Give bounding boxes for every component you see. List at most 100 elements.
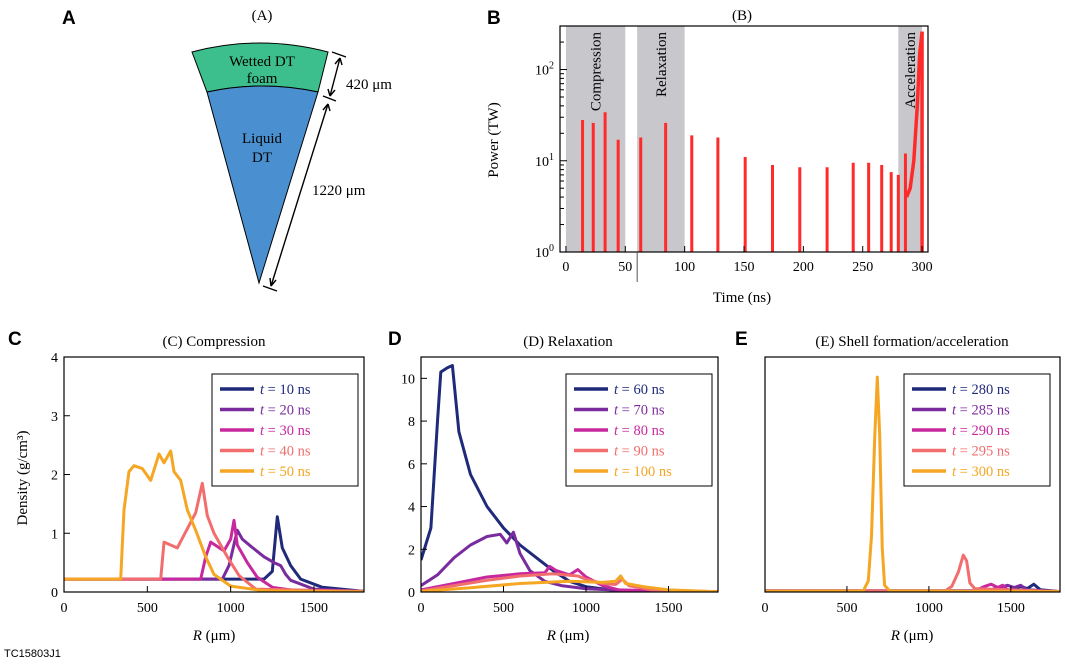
x-tick-label: 0 <box>61 601 68 616</box>
panel-b: (B) Compression Relaxation Acceleration 0 5… <box>486 8 933 306</box>
density-curve <box>64 449 364 592</box>
phase-band <box>565 26 626 252</box>
x-tick-label: 1000 <box>915 601 943 616</box>
y-tick-label: 6 <box>408 458 415 473</box>
pulse-spikes <box>581 31 924 252</box>
x-tick-label: 500 <box>137 601 158 616</box>
legend-label: t = 80 ns <box>614 423 665 439</box>
foam-label-line-2: foam <box>247 71 278 87</box>
panel-b-ylabel: Power (TW) <box>486 102 502 177</box>
y-tick-label: 100 <box>535 243 554 261</box>
legend-label: t = 30 ns <box>260 423 311 439</box>
panel-c-ylabel: Density (g/cm³) <box>15 431 31 526</box>
liquid-layer <box>206 85 319 285</box>
density-curve <box>421 564 718 592</box>
panel-letter-a: A <box>62 8 76 29</box>
y-tick-label: 2 <box>51 469 58 484</box>
phase-label: Relaxation <box>654 32 670 97</box>
phase-label: Compression <box>589 32 605 112</box>
panel-letter-c: C <box>8 329 22 350</box>
panel-letter-d: D <box>388 329 402 350</box>
legend-label: t = 10 ns <box>260 382 311 398</box>
x-tick-label: 0 <box>418 601 425 616</box>
x-tick-label: 1500 <box>300 601 328 616</box>
panel-a: (A) Wetted DT foam Liquid DT 420 μm 1220… <box>191 8 392 292</box>
plot-frame <box>420 356 719 593</box>
y-tick-label: 101 <box>535 152 554 170</box>
density-curve <box>421 364 718 592</box>
legend-label: t = 300 ns <box>952 464 1010 480</box>
x-tick-label: 1000 <box>572 601 600 616</box>
y-tick-label: 10 <box>401 372 415 387</box>
legend-label: t = 90 ns <box>614 444 665 460</box>
density-curve <box>64 481 364 592</box>
final-pulse <box>904 31 924 198</box>
legend-label: t = 295 ns <box>952 444 1010 460</box>
panel-d-title: (D) Relaxation <box>523 334 613 350</box>
legend-label: t = 100 ns <box>614 464 672 480</box>
plot-area <box>64 449 364 592</box>
legend-label: t = 50 ns <box>260 464 311 480</box>
x-tick-label: 300 <box>912 260 933 275</box>
y-tick-label: 4 <box>408 501 415 516</box>
y-tick-label: 0 <box>51 586 58 601</box>
panel-c-title: (C) Compression <box>163 334 266 350</box>
x-tick-label: 1500 <box>655 601 683 616</box>
legend-label: t = 285 ns <box>952 403 1010 419</box>
x-tick-label: 0 <box>762 601 769 616</box>
panel-e: (E) Shell formation/acceleration R (μm) … <box>762 334 1061 644</box>
x-tick-label: 200 <box>793 260 814 275</box>
y-tick-label: 1 <box>51 527 58 542</box>
y-tick-label: 2 <box>408 543 415 558</box>
y-tick-label: 3 <box>51 410 58 425</box>
legend-label: t = 20 ns <box>260 403 311 419</box>
y-tick-label: 0 <box>408 586 415 601</box>
figure-id: TC15803J1 <box>4 648 61 660</box>
legend-label: t = 280 ns <box>952 382 1010 398</box>
panel-letter-b: B <box>487 8 501 29</box>
phase-label: Acceleration <box>903 32 919 109</box>
plot-area <box>421 364 718 592</box>
x-tick-label: 150 <box>734 260 755 275</box>
foam-thickness-label: 420 μm <box>346 77 392 93</box>
x-tick-label: 500 <box>493 601 514 616</box>
panel-d: (D) Relaxation R (μm) 0 500 1000 1500 0 2 4 6 8 1… <box>401 334 719 644</box>
density-curve <box>64 528 364 592</box>
panel-c: (C) Compression R (μm) Density (g/cm³) 0… <box>15 334 365 644</box>
density-curve <box>765 553 1060 592</box>
density-curve <box>765 375 1060 592</box>
x-tick-label: 0 <box>562 260 569 275</box>
panel-b-axes: 0 50 100 150 200 250 300 100 101 102 <box>535 25 933 282</box>
density-curve <box>421 530 718 592</box>
density-curve <box>421 574 718 592</box>
panel-c-xlabel: R (μm) <box>192 628 236 644</box>
panel-b-xlabel: Time (ns) <box>713 290 771 306</box>
x-tick-label: 50 <box>618 260 632 275</box>
panel-b-title: (B) <box>732 8 752 24</box>
legend-label: t = 70 ns <box>614 403 665 419</box>
x-tick-label: 500 <box>836 601 857 616</box>
panel-d-xlabel: R (μm) <box>546 628 590 644</box>
panel-letter-e: E <box>735 329 748 350</box>
y-tick-label: 8 <box>408 415 415 430</box>
dimension-arrows <box>262 51 347 292</box>
y-tick-label: 102 <box>535 61 554 79</box>
y-tick-label: 4 <box>51 351 58 366</box>
x-tick-label: 1000 <box>217 601 245 616</box>
panel-a-title: (A) <box>252 8 273 24</box>
liquid-label-line-1: Liquid <box>242 131 282 147</box>
x-tick-label: 100 <box>674 260 695 275</box>
panel-e-title: (E) Shell formation/acceleration <box>815 334 1009 350</box>
x-tick-label: 1500 <box>997 601 1025 616</box>
legend-label: t = 60 ns <box>614 382 665 398</box>
liquid-label-line-2: DT <box>252 150 272 166</box>
phase-band <box>637 26 685 252</box>
panel-e-xlabel: R (μm) <box>890 628 934 644</box>
x-tick-label: 250 <box>852 260 873 275</box>
legend-label: t = 290 ns <box>952 423 1010 439</box>
liquid-thickness-label: 1220 μm <box>312 183 366 199</box>
foam-label-line-1: Wetted DT <box>229 54 295 70</box>
legend-label: t = 40 ns <box>260 444 311 460</box>
plot-frame <box>764 356 1061 593</box>
